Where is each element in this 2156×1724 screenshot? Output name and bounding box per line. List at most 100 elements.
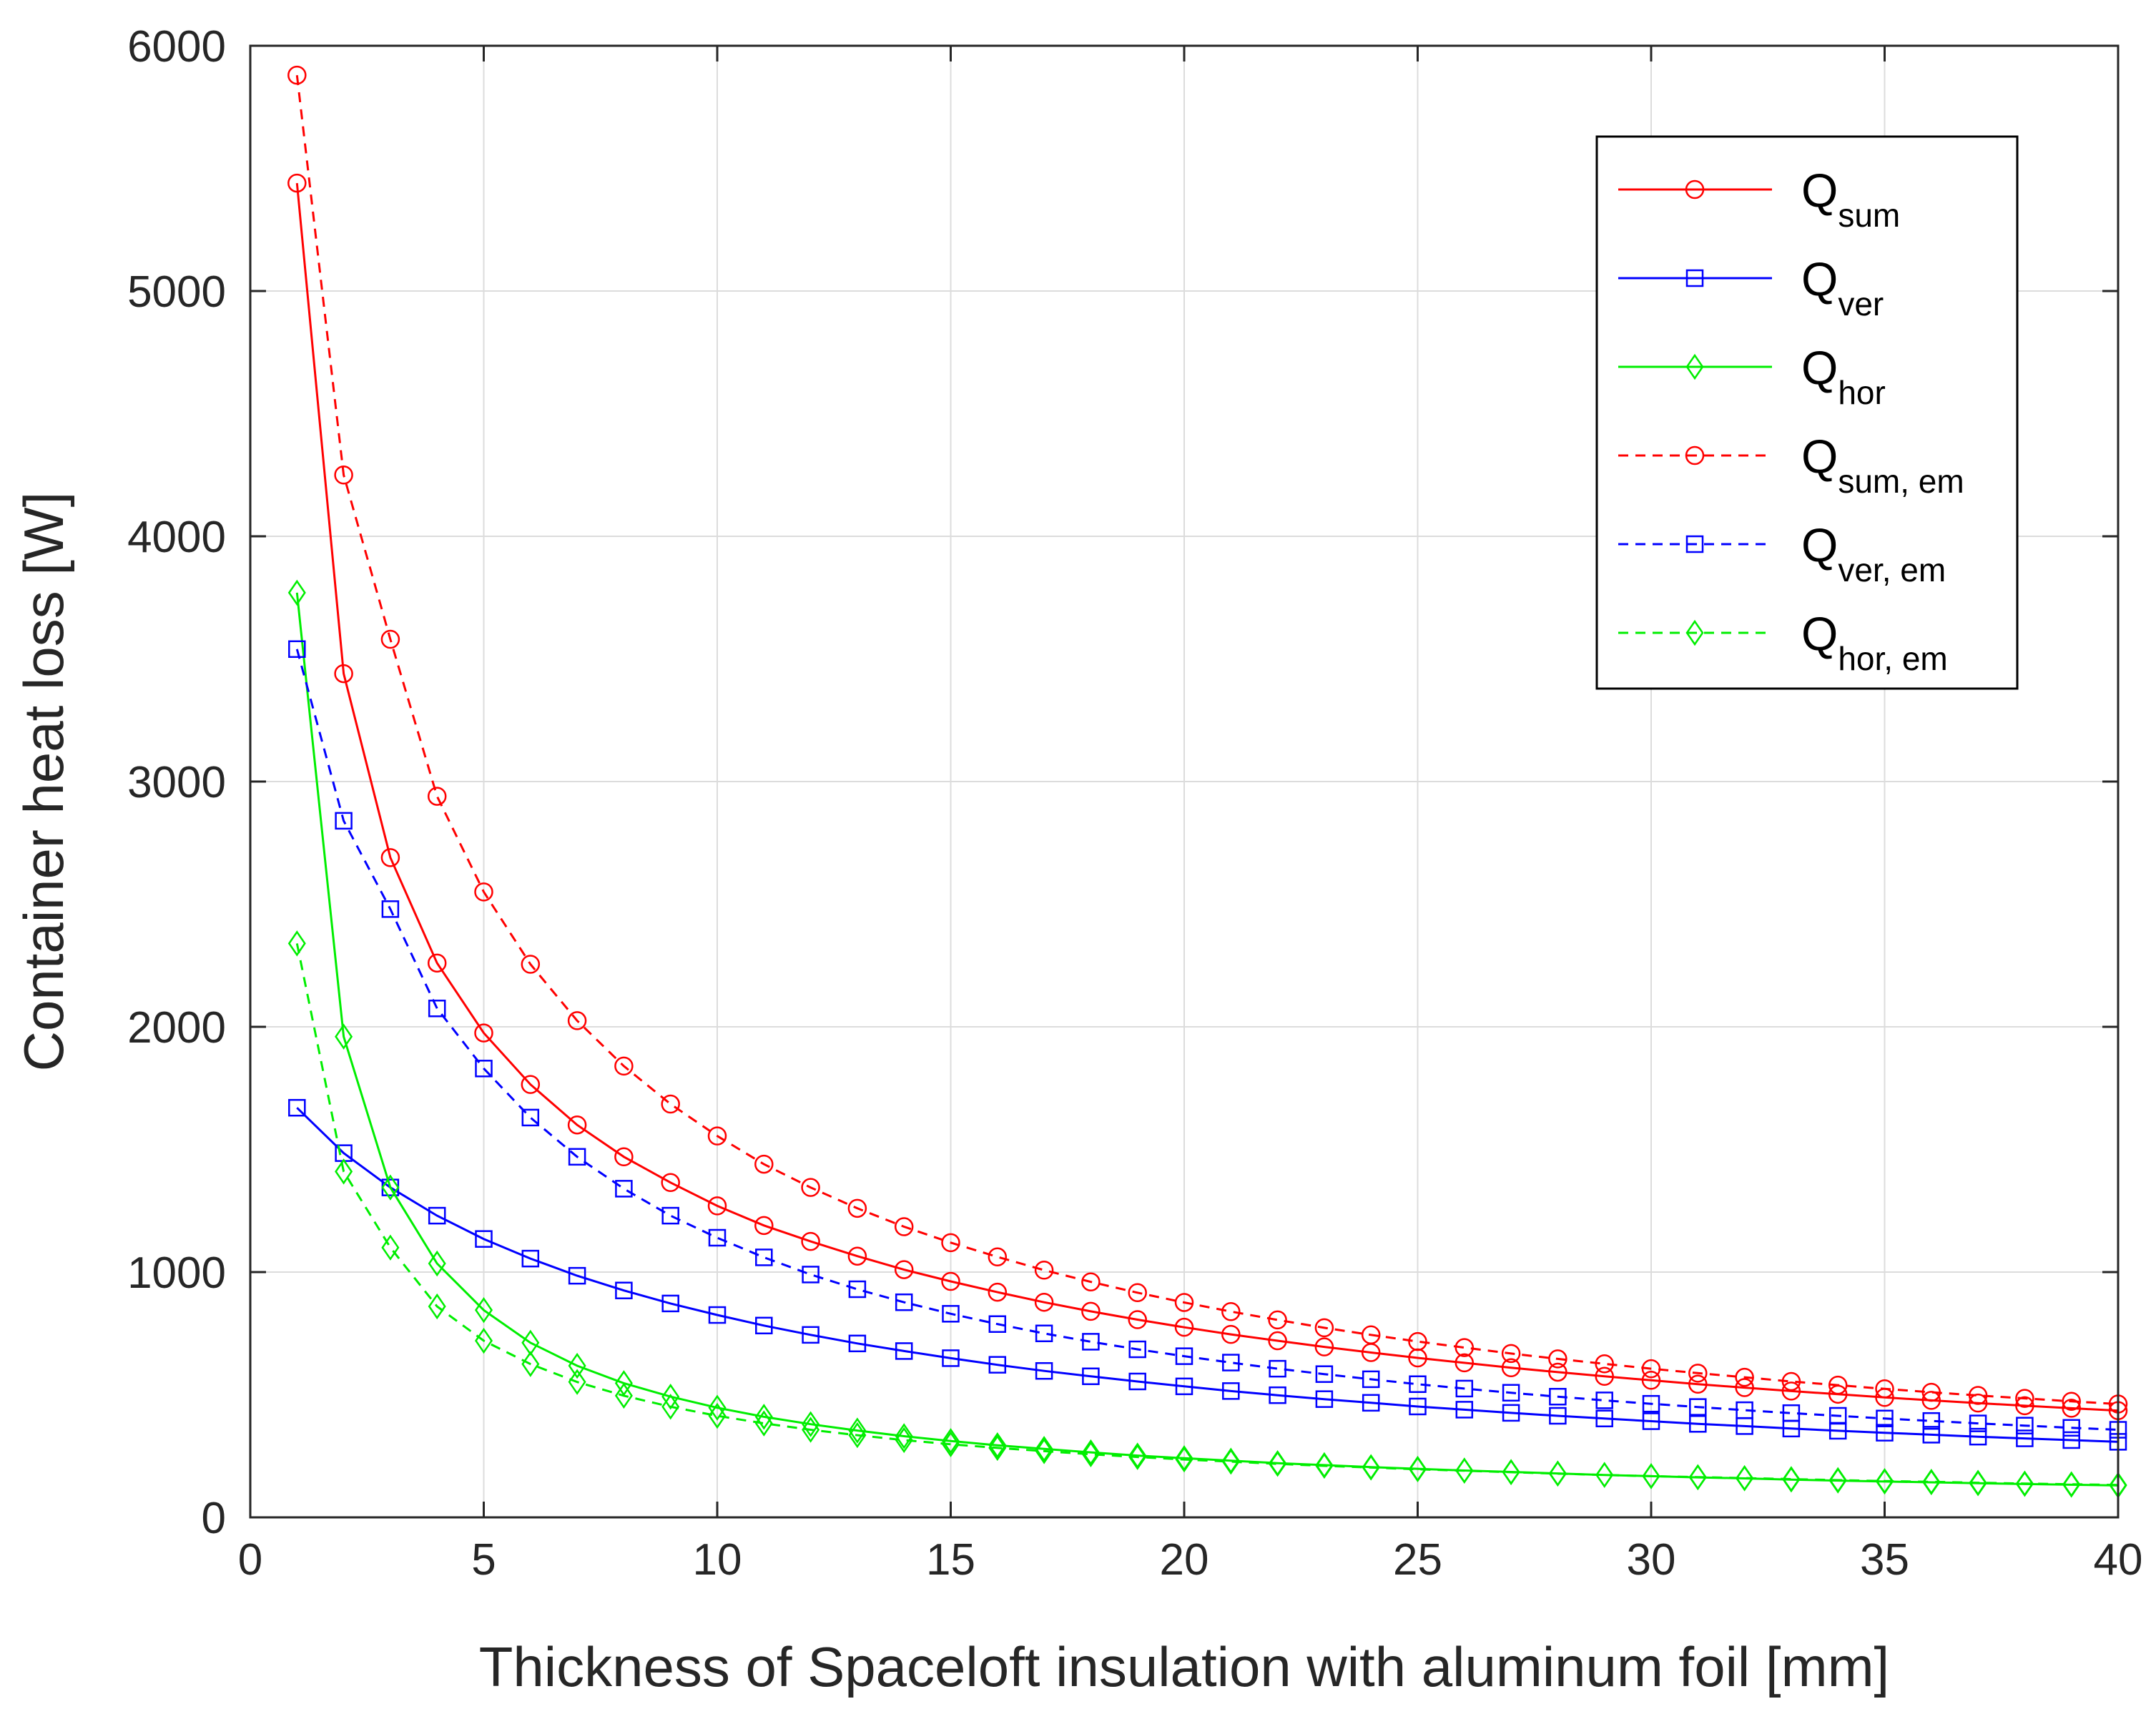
data-point <box>2062 1471 2081 1497</box>
data-point <box>1735 1367 1754 1387</box>
data-point <box>521 1075 541 1094</box>
data-point <box>1221 1324 1241 1344</box>
data-point <box>381 1174 400 1201</box>
data-point <box>1642 1394 1660 1413</box>
data-point <box>1222 1382 1240 1400</box>
data-point <box>1781 1371 1801 1391</box>
data-point <box>1455 1379 1474 1398</box>
data-point <box>1128 1340 1146 1359</box>
data-point <box>521 1108 540 1127</box>
data-point <box>1595 1462 1614 1488</box>
data-point <box>2062 1419 2080 1437</box>
data-point <box>895 1423 913 1449</box>
data-point <box>475 1060 493 1078</box>
data-point <box>1361 1325 1381 1345</box>
data-point <box>568 1369 586 1395</box>
data-point <box>287 173 307 193</box>
data-point <box>754 1404 773 1430</box>
data-point <box>847 1198 867 1218</box>
x-tick-label: 20 <box>1160 1535 1209 1585</box>
data-point <box>895 1342 913 1360</box>
data-point <box>1315 1365 1334 1383</box>
data-point <box>334 664 353 684</box>
y-axis-label: Container heat loss [W] <box>12 492 75 1072</box>
data-point <box>708 1402 727 1429</box>
data-point <box>1081 1272 1101 1291</box>
data-point <box>428 1250 446 1277</box>
data-point <box>895 1293 913 1311</box>
data-point <box>1314 1337 1334 1356</box>
legend-marker <box>1685 445 1705 466</box>
legend-box <box>1595 135 2019 690</box>
data-point <box>427 787 447 806</box>
data-point <box>848 1422 867 1449</box>
data-point <box>1595 1391 1613 1409</box>
data-point <box>380 629 400 649</box>
data-point <box>894 1260 914 1279</box>
data-point <box>1269 1386 1286 1404</box>
data-point <box>1689 1398 1707 1416</box>
data-point <box>1549 1387 1567 1406</box>
data-point <box>1548 1362 1567 1382</box>
data-point <box>802 1266 819 1284</box>
data-point <box>661 1206 679 1225</box>
data-point <box>1548 1460 1567 1487</box>
data-point <box>474 1296 493 1324</box>
data-point <box>474 1023 493 1043</box>
data-point <box>895 1427 913 1454</box>
legend-marker <box>1685 179 1705 200</box>
data-point <box>335 812 353 830</box>
data-point <box>568 1266 586 1285</box>
data-point <box>474 1327 493 1354</box>
data-point <box>1035 1436 1053 1462</box>
data-point <box>614 1382 633 1409</box>
data-point <box>1595 1354 1614 1374</box>
legend-marker <box>1685 353 1704 380</box>
data-point <box>1595 1366 1614 1386</box>
data-point <box>661 1384 680 1410</box>
data-point <box>381 1234 400 1261</box>
data-point <box>802 1326 819 1344</box>
data-point <box>1128 1310 1147 1329</box>
data-point <box>521 1249 540 1268</box>
data-point <box>287 65 307 85</box>
data-point <box>287 930 306 957</box>
data-point <box>1736 1401 1753 1419</box>
series-line <box>295 182 2119 1412</box>
x-tick-label: 10 <box>693 1535 742 1585</box>
data-point <box>1595 1409 1613 1428</box>
legend-subscript: sum <box>1838 197 1900 234</box>
data-point <box>1454 1353 1475 1373</box>
data-point <box>2062 1391 2081 1412</box>
data-point <box>428 1293 446 1320</box>
data-point <box>614 1147 634 1167</box>
y-tick-label: 2000 <box>127 1003 226 1053</box>
data-point <box>335 1023 353 1050</box>
data-point <box>1876 1409 1894 1428</box>
data-point <box>848 1417 867 1444</box>
data-point <box>287 579 306 606</box>
data-point <box>2016 1417 2034 1434</box>
data-point <box>288 1098 306 1117</box>
data-point <box>1034 1261 1054 1280</box>
x-tick-label: 25 <box>1393 1535 1442 1585</box>
data-point <box>1408 1456 1427 1482</box>
data-point <box>427 953 447 973</box>
data-point <box>801 1231 820 1251</box>
data-point <box>2016 1429 2034 1447</box>
data-point <box>848 1280 867 1299</box>
data-point <box>1641 1371 1661 1390</box>
legend-subscript: ver <box>1838 285 1884 322</box>
data-point <box>661 1094 680 1114</box>
data-point <box>1362 1394 1380 1412</box>
data-point <box>1081 1441 1100 1468</box>
y-tick-label: 5000 <box>127 267 226 317</box>
data-point <box>1969 1427 1987 1446</box>
y-tick-label: 0 <box>202 1494 226 1543</box>
data-point <box>754 1216 774 1236</box>
data-point <box>1082 1367 1100 1386</box>
data-point <box>1082 1333 1100 1351</box>
data-point <box>988 1315 1007 1333</box>
data-point <box>568 1352 586 1379</box>
